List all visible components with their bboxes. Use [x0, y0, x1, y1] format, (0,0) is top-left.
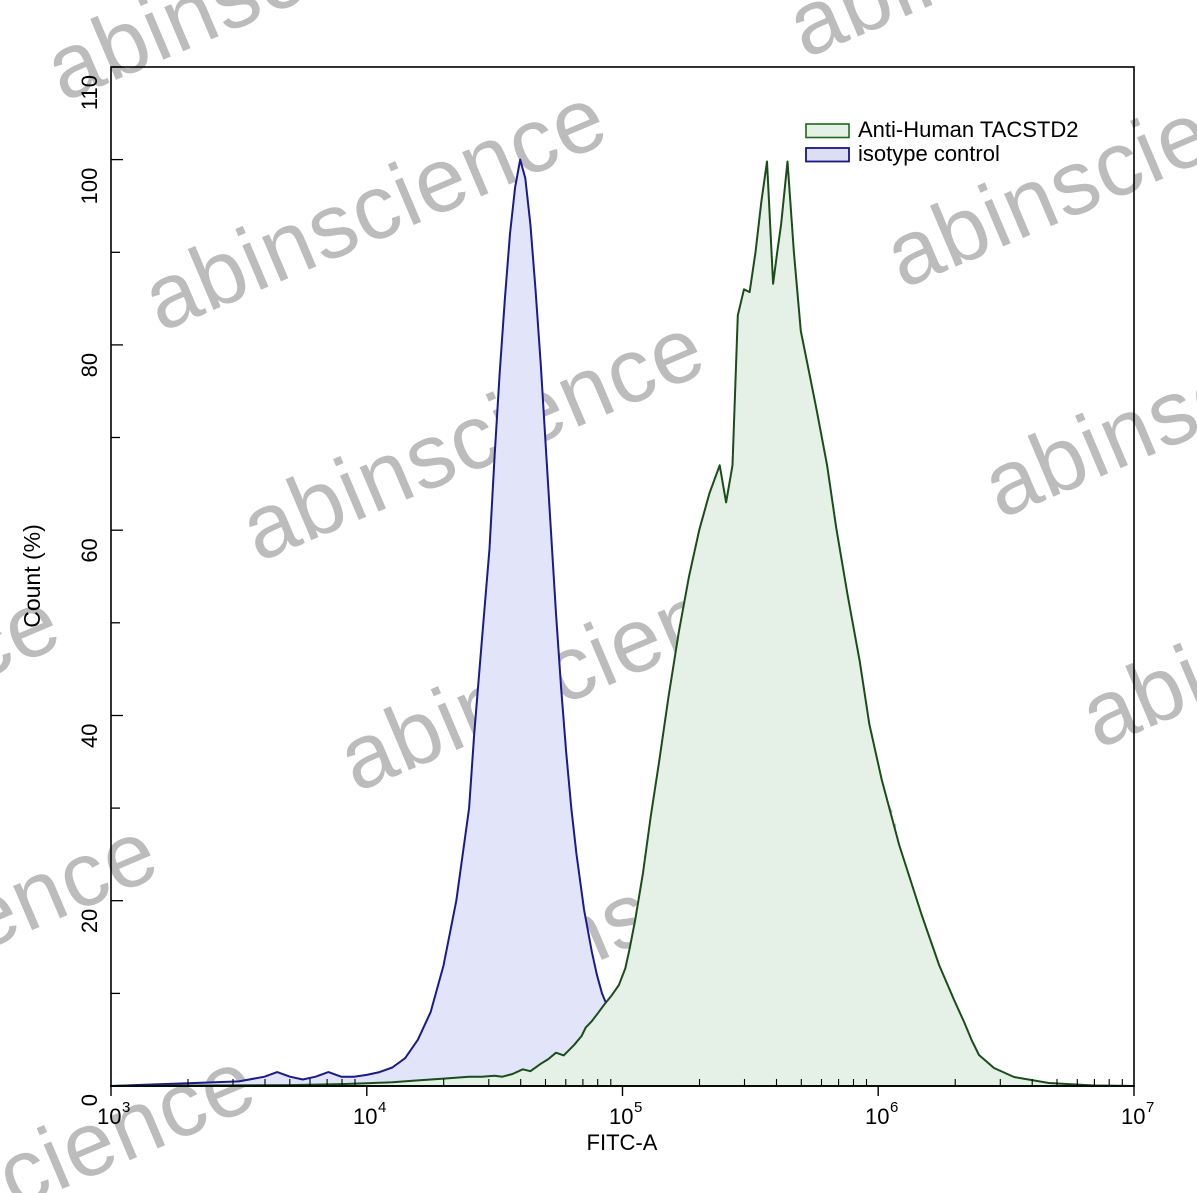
svg-text:60: 60	[77, 538, 102, 562]
svg-text:10: 10	[97, 1104, 121, 1129]
svg-text:40: 40	[77, 724, 102, 748]
svg-text:10: 10	[609, 1104, 633, 1129]
svg-text:80: 80	[77, 353, 102, 377]
svg-text:20: 20	[77, 909, 102, 933]
svg-text:FITC-A: FITC-A	[587, 1130, 658, 1155]
svg-text:10: 10	[865, 1104, 889, 1129]
svg-text:4: 4	[378, 1099, 386, 1116]
svg-text:6: 6	[890, 1099, 898, 1116]
svg-text:3: 3	[122, 1099, 130, 1116]
svg-text:110: 110	[77, 75, 102, 110]
svg-text:Anti-Human TACSTD2: Anti-Human TACSTD2	[858, 117, 1078, 142]
svg-text:5: 5	[634, 1099, 642, 1116]
svg-text:7: 7	[1146, 1099, 1154, 1116]
svg-text:100: 100	[77, 168, 102, 205]
svg-text:10: 10	[353, 1104, 377, 1129]
svg-text:Count (%): Count (%)	[19, 524, 45, 628]
svg-text:10: 10	[1121, 1104, 1145, 1129]
svg-text:isotype control: isotype control	[858, 141, 1000, 166]
